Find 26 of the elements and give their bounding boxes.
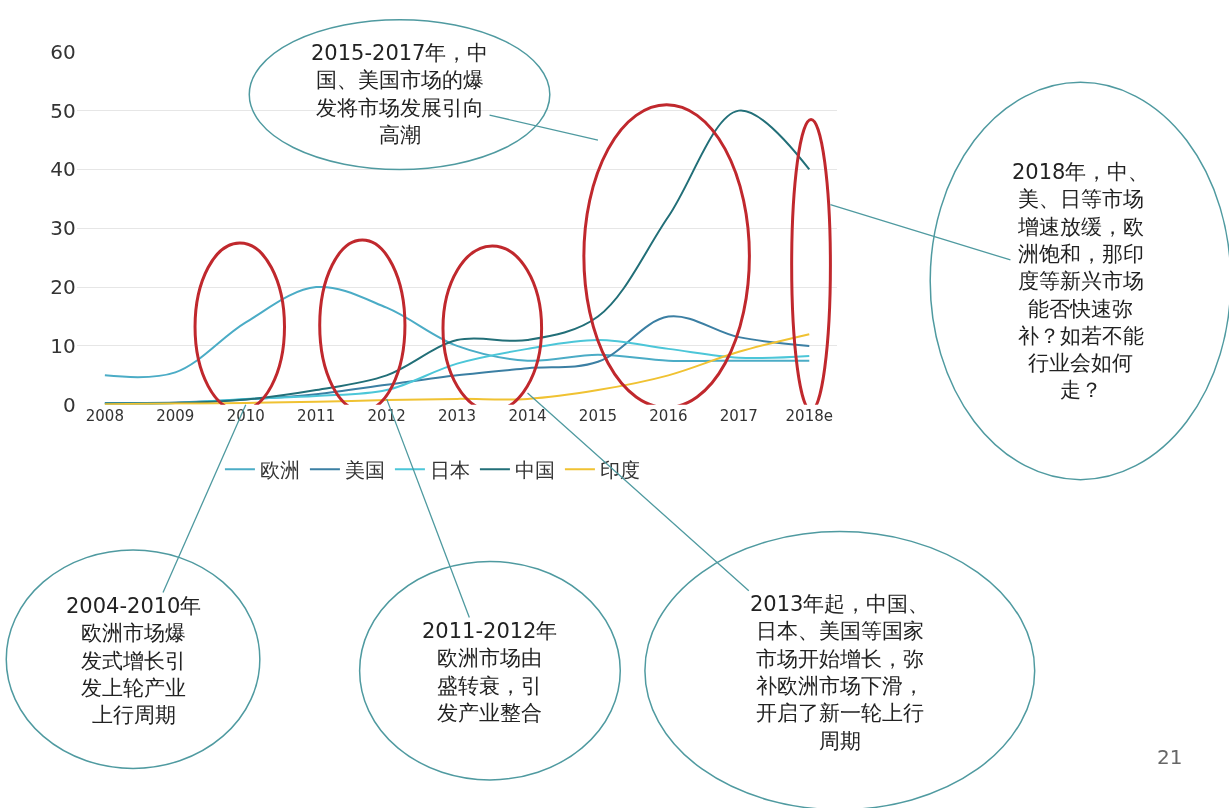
x-tick-label: 2017 bbox=[719, 406, 758, 425]
annotation: 2004-2010年欧洲市场爆发式增长引发上轮产业上行周期 bbox=[66, 594, 202, 728]
annotation: 2011-2012年欧洲市场由盛转衰，引发产业整合 bbox=[422, 619, 558, 725]
x-tick-label: 2015 bbox=[578, 406, 618, 425]
y-tick-label: 50 bbox=[50, 98, 76, 123]
annotation: 2015-2017年，中国、美国市场的爆发将市场发展引向高潮 bbox=[311, 41, 489, 147]
x-tick-label: 2011 bbox=[297, 406, 336, 425]
legend-label: 中国 bbox=[514, 458, 555, 483]
annotation: 2013年起，中国、日本、美国等国家市场开始增长，弥补欧洲市场下滑，开启了新一轮上行周期 bbox=[750, 592, 930, 753]
x-tick-label: 2014 bbox=[508, 406, 547, 425]
text: 21 bbox=[1157, 745, 1183, 769]
x-tick-label: 2009 bbox=[156, 406, 195, 425]
text: 2018年，中、美、日等市场增速放缓，欧洲饱和，那印度等新兴市场能否快速弥补？如若不能行业会如何走？ bbox=[1012, 160, 1150, 403]
legend-label: 美国 bbox=[344, 458, 385, 483]
y-tick-label: 30 bbox=[50, 216, 76, 241]
x-tick-label: 2013 bbox=[437, 406, 477, 425]
y-tick-label: 10 bbox=[50, 333, 76, 358]
x-tick-label: 2016 bbox=[649, 406, 688, 425]
x-tick-label: 2008 bbox=[85, 406, 124, 425]
y-tick-label: 40 bbox=[50, 157, 76, 182]
y-tick-label: 60 bbox=[50, 39, 76, 64]
x-tick-label: 2018e bbox=[785, 406, 833, 425]
y-tick-label: 0 bbox=[62, 392, 76, 417]
y-tick-label: 20 bbox=[50, 275, 76, 300]
legend-label: 日本 bbox=[429, 458, 470, 483]
legend-label: 欧洲 bbox=[259, 458, 300, 483]
